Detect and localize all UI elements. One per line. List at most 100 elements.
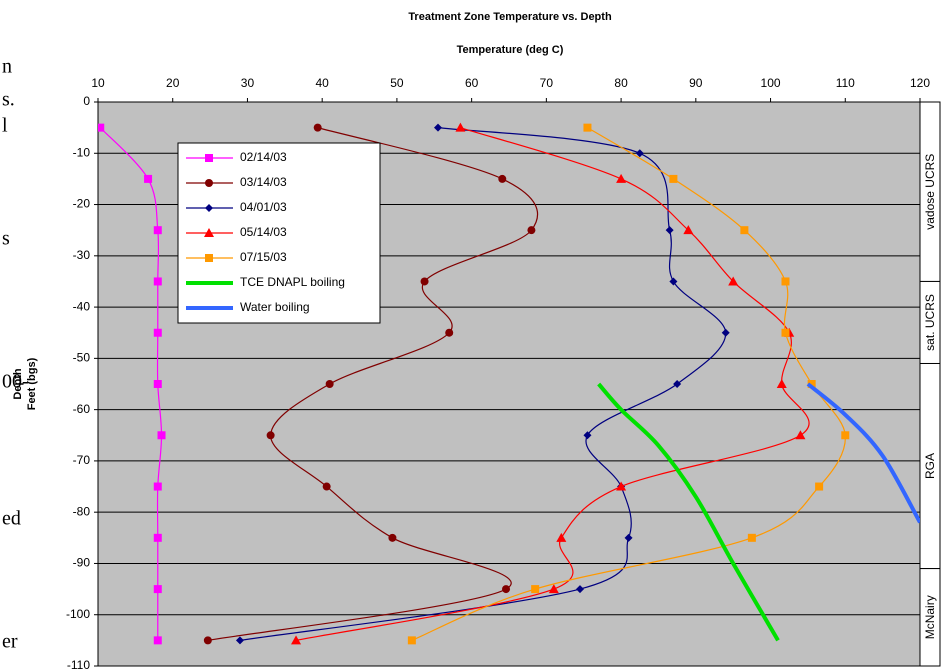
marker [153, 277, 162, 286]
marker [205, 154, 213, 162]
marker [313, 123, 322, 132]
marker [556, 532, 567, 542]
marker [624, 533, 633, 542]
y-tick-label: -110 [67, 658, 90, 670]
margin-text: 00- [2, 371, 29, 393]
margin-text: l [2, 115, 8, 137]
margin-text: s [2, 228, 10, 250]
marker [205, 179, 213, 187]
margin-text: n [2, 56, 12, 78]
marker [747, 533, 756, 542]
marker [407, 636, 416, 645]
zone-label: McNairy [923, 595, 937, 639]
marker [616, 481, 627, 491]
marker [635, 149, 644, 158]
legend-label: 07/15/03 [240, 250, 287, 264]
marker [740, 226, 749, 235]
y-tick-label: -100 [66, 607, 90, 621]
y-tick-label: -60 [73, 402, 91, 416]
x-tick-label: 80 [614, 76, 628, 90]
marker [144, 174, 153, 183]
legend-label: 03/14/03 [240, 175, 287, 189]
marker [575, 585, 584, 594]
chart-title: Treatment Zone Temperature vs. Depth [408, 11, 612, 23]
marker [153, 226, 162, 235]
x-tick-label: 100 [761, 76, 781, 90]
marker [815, 482, 824, 491]
marker [781, 277, 790, 286]
x-tick-label: 70 [540, 76, 554, 90]
x-tick-label: 120 [910, 76, 930, 90]
marker [841, 431, 850, 440]
marker [153, 533, 162, 542]
zone-label: sat. UCRS [923, 294, 937, 351]
marker [583, 431, 592, 440]
marker [502, 585, 511, 594]
marker [98, 123, 105, 132]
marker [498, 174, 507, 183]
series-group [98, 122, 920, 645]
marker [205, 204, 213, 212]
x-tick-label: 10 [91, 76, 105, 90]
legend-label: 05/14/03 [240, 225, 287, 239]
marker [455, 122, 466, 132]
marker [669, 174, 678, 183]
y-tick-label: -80 [73, 504, 91, 518]
series-line [597, 382, 780, 642]
x-axis-label: Temperature (deg C) [457, 44, 564, 56]
marker [669, 277, 678, 286]
legend-label: 02/14/03 [240, 150, 287, 164]
marker [205, 254, 213, 262]
zone [919, 568, 941, 667]
x-tick-label: 110 [836, 76, 855, 90]
x-tick-label: 90 [689, 76, 703, 90]
x-tick-label: 60 [465, 76, 479, 90]
marker [795, 430, 806, 440]
y-tick-label: -70 [73, 453, 91, 467]
y-tick-label: -90 [73, 556, 91, 570]
y-axis-label: Feet (bgs) [26, 357, 38, 410]
x-tick-label: 20 [166, 76, 180, 90]
marker [388, 533, 397, 542]
margin-text: er [2, 631, 18, 653]
marker [204, 228, 214, 237]
y-tick-label: -10 [73, 145, 91, 159]
legend-label: TCE DNAPL boiling [240, 275, 345, 289]
marker [721, 328, 730, 337]
y-tick-label: 0 [83, 94, 90, 108]
marker [616, 173, 627, 183]
marker [235, 636, 244, 645]
marker [157, 431, 166, 440]
y-tick-label: -20 [73, 197, 91, 211]
margin-text: ed [2, 508, 21, 530]
marker [781, 328, 790, 337]
series-line [207, 127, 539, 641]
y-axis-label: Depth [12, 368, 24, 399]
x-tick-label: 40 [316, 76, 330, 90]
marker [153, 585, 162, 594]
marker [683, 225, 694, 235]
marker [325, 380, 334, 388]
x-tick-label: 50 [390, 76, 404, 90]
margin-text: s. [2, 89, 15, 111]
y-tick-label: -40 [73, 299, 91, 313]
marker [445, 328, 454, 337]
x-tick-label: 30 [241, 76, 255, 90]
series-line [806, 382, 920, 524]
y-tick-label: -50 [73, 351, 91, 365]
marker [548, 584, 559, 594]
marker [266, 431, 275, 440]
legend-label: Water boiling [240, 300, 310, 314]
marker [203, 636, 212, 645]
zone-label: vadose UCRS [923, 154, 937, 230]
marker [153, 636, 162, 645]
series-line [411, 127, 846, 641]
legend-label: 04/01/03 [240, 200, 287, 214]
marker [583, 123, 592, 132]
marker [531, 585, 540, 594]
marker [776, 379, 787, 388]
marker [153, 380, 162, 388]
marker [665, 226, 674, 235]
